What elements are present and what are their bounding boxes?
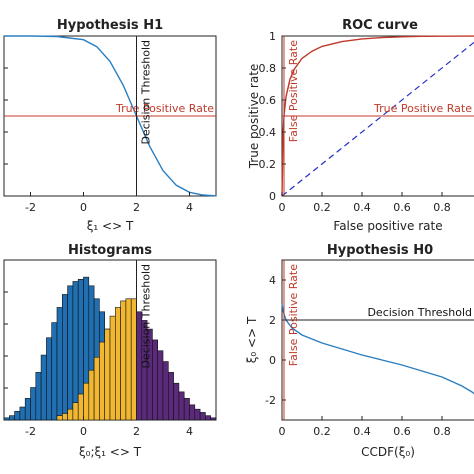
histogram-bar [109, 315, 116, 421]
histogram-bar [205, 415, 211, 421]
histogram-bar [72, 281, 79, 421]
histogram-bar [194, 408, 201, 421]
histogram-bar [19, 406, 26, 421]
series-line [281, 303, 474, 395]
histogram-bar [51, 322, 58, 421]
x-axis-label: CCDF(ξ₀) [361, 445, 415, 459]
x-tick-label: 4 [186, 425, 193, 438]
histogram-bar [56, 307, 63, 421]
y-tick-label: 2 [269, 314, 276, 327]
x-tick-label: 2 [133, 201, 140, 214]
panel-histograms: Histograms -2 0 2 4 Decision Threshold ξ₀;ξ… [3, 243, 217, 459]
y-tick-label: -2 [265, 394, 276, 407]
histogram-bar [178, 391, 185, 421]
x-tick-label: -2 [25, 201, 36, 214]
histogram-bar [61, 294, 68, 421]
histogram-bar [83, 382, 90, 421]
histogram-bar [183, 398, 190, 421]
y-tick-label: 0.6 [259, 94, 277, 107]
x-tick-label: 0 [80, 425, 87, 438]
histogram-bar [30, 387, 37, 421]
histogram-bar [168, 372, 174, 421]
histogram-bar [152, 339, 158, 421]
guide-label-vertical: False Positive Rate [287, 264, 300, 366]
y-axis-label: True positive rate [247, 64, 261, 170]
histogram-bar [3, 417, 10, 421]
x-tick-label: 0 [80, 201, 87, 214]
histogram-bar [210, 417, 217, 421]
panel-title: Hypothesis H1 [57, 18, 163, 33]
y-tick-label: 4 [269, 274, 276, 287]
y-tick-label: 0.8 [259, 62, 277, 75]
chance-diagonal [281, 41, 474, 197]
x-tick-label: 2 [133, 425, 140, 438]
histogram-bar [67, 285, 74, 421]
histogram-bar [67, 408, 74, 421]
y-tick-label: 0.2 [259, 158, 277, 171]
x-tick-label: -2 [25, 425, 36, 438]
x-tick-label: 0.6 [393, 425, 411, 438]
histogram-bar [189, 404, 196, 421]
series-line [281, 35, 474, 197]
guide-label-vertical: False Positive Rate [287, 40, 300, 142]
guide-label-horizontal: True Positive Rate [115, 102, 214, 115]
histogram-bar [199, 412, 206, 421]
guide-label-horizontal: True Positive Rate [373, 102, 472, 115]
y-tick-label: 0 [269, 354, 276, 367]
series-line [4, 35, 217, 197]
panel-title: Histograms [68, 243, 152, 258]
x-axis-label: ξ₀;ξ₁ <> T [79, 445, 142, 459]
x-tick-label: 0.4 [353, 425, 371, 438]
histogram-bar [35, 372, 42, 421]
panel-title: Hypothesis H0 [327, 243, 433, 258]
y-axis-label: ξ₀ <> T [245, 316, 259, 363]
histogram-bar [93, 356, 100, 421]
y-tick-label: 1 [269, 30, 276, 43]
histogram-bar [162, 361, 169, 421]
axes-box [281, 259, 474, 421]
x-tick-label: 0.6 [393, 201, 411, 214]
histogram-bar [130, 298, 137, 421]
guide-label-vertical: Decision Threshold [140, 264, 153, 369]
x-axis-label: ξ₁ <> T [87, 219, 134, 233]
panel-hypothesis-h1: Hypothesis H1 -2 0 2 4 True Positive RateDe… [3, 18, 217, 233]
histogram-bar [125, 298, 132, 421]
y-tick-label: 0.4 [259, 126, 277, 139]
x-tick-label: 0.2 [313, 201, 331, 214]
histogram-bar [40, 354, 47, 421]
panel-hypothesis-h0: Hypothesis H0 0 0.2 0.4 0.6 0.8 -2 0 2 4 Decisi… [245, 243, 474, 459]
x-tick-label: 4 [186, 201, 193, 214]
histogram-bar [56, 415, 63, 421]
histogram-bar [99, 341, 106, 421]
x-axis-label: False positive rate [333, 219, 442, 233]
guide-label-horizontal: Decision Threshold [367, 306, 472, 319]
histogram-bar [120, 300, 127, 421]
x-tick-label: 0 [279, 201, 286, 214]
histogram-bar [104, 328, 111, 421]
x-tick-label: 0 [279, 425, 286, 438]
guide-label-vertical: Decision Threshold [140, 40, 153, 145]
histogram-bar [88, 369, 95, 421]
panel-roc-curve: ROC curve 0 0.2 0.4 0.6 0.8 0 0.2 0.4 0.6 0.8 1 T… [247, 18, 474, 233]
histogram-bar [72, 402, 79, 421]
histogram-bar [115, 307, 121, 421]
x-tick-label: 0.8 [433, 425, 451, 438]
x-tick-label: 0.2 [313, 425, 331, 438]
histogram-bar [157, 350, 164, 421]
panel-title: ROC curve [342, 18, 418, 33]
histogram-bar [24, 398, 31, 421]
histogram-bar [173, 382, 180, 421]
histogram-bar [46, 337, 53, 421]
histogram-bar [14, 411, 21, 421]
histogram-bar [9, 415, 15, 421]
y-tick-label: 0 [269, 190, 276, 203]
x-tick-label: 0.8 [433, 201, 451, 214]
x-tick-label: 0.4 [353, 201, 371, 214]
histogram-bar [77, 393, 84, 421]
histogram-bar [61, 413, 68, 421]
